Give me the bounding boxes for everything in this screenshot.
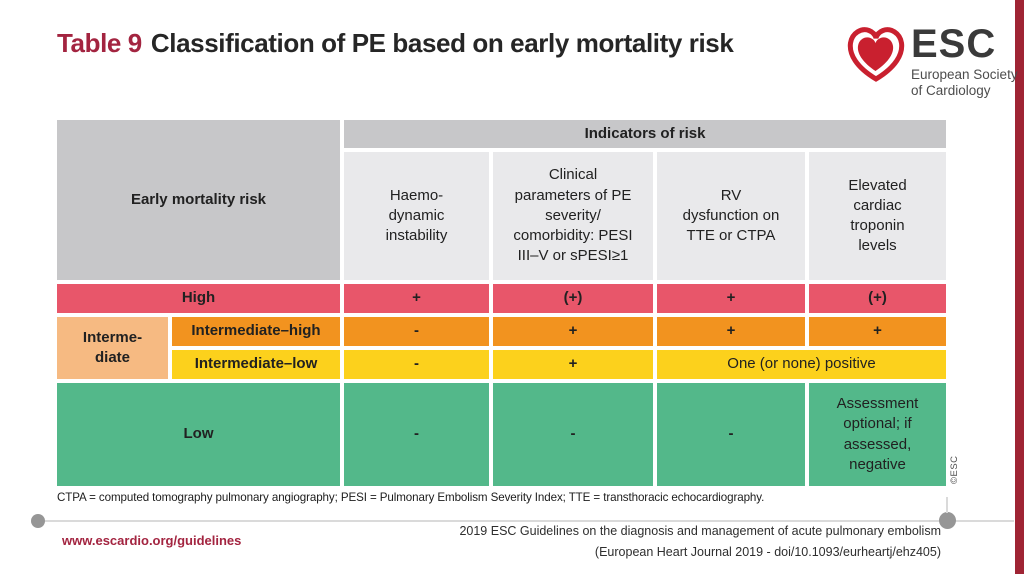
- esc-copyright-vertical: ©ESC: [949, 455, 960, 484]
- reference-line-2: (European Heart Journal 2019 - doi/10.10…: [594, 545, 941, 559]
- low-value-haemodynamic: -: [344, 383, 489, 486]
- row-label-intermediate-high: Intermediate–high: [172, 317, 340, 346]
- column-header-clinical-parameters: Clinical parameters of PE severity/ como…: [493, 152, 653, 280]
- corner-header-early-mortality-risk: Early mortality risk: [57, 120, 340, 280]
- high-value-rv: +: [657, 284, 805, 313]
- low-assessment-note: Assessment optional; if assessed, negati…: [809, 383, 946, 486]
- intermediate-high-value-rv: +: [657, 317, 805, 346]
- page-title: Table 9 Classification of PE based on ear…: [57, 28, 734, 59]
- low-value-clinical: -: [493, 383, 653, 486]
- reference-line-1: 2019 ESC Guidelines on the diagnosis and…: [459, 524, 941, 538]
- column-header-troponin: Elevated cardiac troponin levels: [809, 152, 946, 280]
- divider-dot-left: [31, 514, 45, 528]
- divider-tick: [946, 497, 948, 513]
- footer-divider-line: [36, 520, 1014, 522]
- divider-dot-right: [939, 512, 956, 529]
- esc-logo-text: ESC European Society of Cardiology: [911, 24, 1018, 98]
- esc-heart-icon: [846, 24, 906, 93]
- column-header-haemodynamic-instability: Haemo- dynamic instability: [344, 152, 489, 280]
- esc-logo-subtitle: European Society of Cardiology: [911, 67, 1018, 98]
- high-value-troponin: (+): [809, 284, 946, 313]
- intermediate-high-value-clinical: +: [493, 317, 653, 346]
- high-value-clinical: (+): [493, 284, 653, 313]
- low-value-rv: -: [657, 383, 805, 486]
- row-label-high: High: [57, 284, 340, 313]
- esc-logo: ESC European Society of Cardiology: [846, 24, 1018, 98]
- row-label-intermediate-low: Intermediate–low: [172, 350, 340, 379]
- group-header-indicators-of-risk: Indicators of risk: [344, 120, 946, 148]
- table-number: Table 9: [57, 28, 142, 58]
- intermediate-high-value-troponin: +: [809, 317, 946, 346]
- risk-classification-table: Early mortality risk Indicators of risk …: [57, 120, 946, 486]
- title-text: Classification of PE based on early mort…: [150, 28, 734, 58]
- intermediate-low-merged-value: One (or none) positive: [657, 350, 946, 379]
- guidelines-link[interactable]: www.escardio.org/guidelines: [62, 533, 242, 548]
- abbreviations-footnote: CTPA = computed tomography pulmonary ang…: [57, 491, 765, 504]
- row-label-low: Low: [57, 383, 340, 486]
- column-header-rv-dysfunction: RV dysfunction on TTE or CTPA: [657, 152, 805, 280]
- row-label-intermediate: Interme- diate: [57, 317, 168, 379]
- right-accent-bar: [1015, 0, 1024, 574]
- esc-logo-name: ESC: [911, 22, 997, 66]
- intermediate-low-value-haemodynamic: -: [344, 350, 489, 379]
- reference-citation: 2019 ESC Guidelines on the diagnosis and…: [459, 521, 941, 563]
- high-value-haemodynamic: +: [344, 284, 489, 313]
- intermediate-low-value-clinical: +: [493, 350, 653, 379]
- intermediate-high-value-haemodynamic: -: [344, 317, 489, 346]
